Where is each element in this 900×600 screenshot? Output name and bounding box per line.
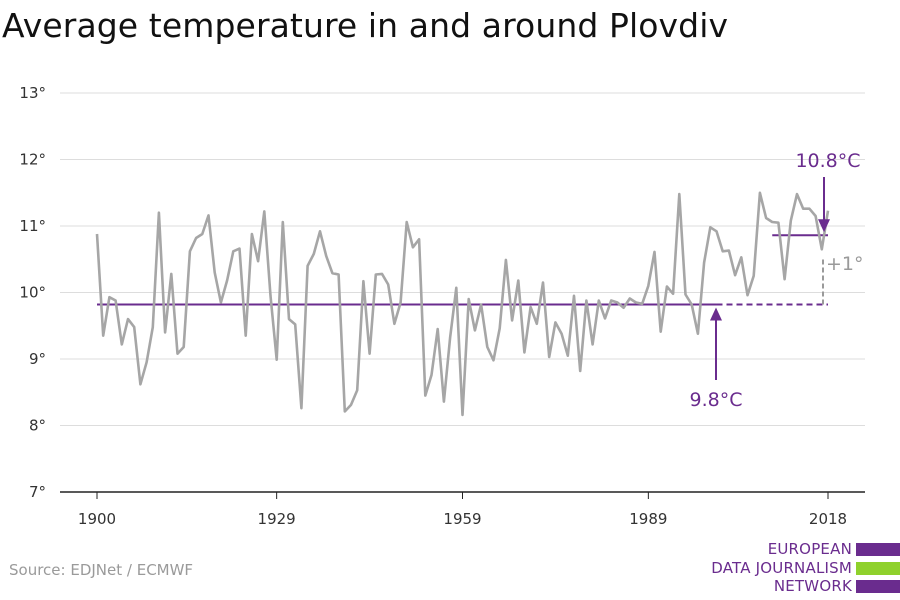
source-note: Source: EDJNet / ECMWF <box>9 561 194 579</box>
annotations: 9.8°C 10.8°C +1° <box>690 150 864 411</box>
x-tick-label: 1989 <box>629 510 667 528</box>
recent-arrow-head <box>818 219 830 233</box>
x-tick-label: 1959 <box>443 510 481 528</box>
difference-label: +1° <box>826 253 864 275</box>
x-tick-label: 2018 <box>809 510 847 528</box>
edjnet-logo: EUROPEAN DATA JOURNALISM NETWORK <box>700 540 900 596</box>
y-tick-label: 8° <box>29 417 46 435</box>
baseline-arrow-head <box>710 307 722 321</box>
logo-line-1: EUROPEAN <box>767 540 852 558</box>
y-tick-label: 13° <box>19 84 46 102</box>
logo-line-2: DATA JOURNALISM <box>711 559 852 577</box>
y-tick-label: 7° <box>29 483 46 501</box>
y-tick-label: 9° <box>29 350 46 368</box>
y-tick-label: 12° <box>19 151 46 169</box>
logo-bar-2 <box>856 562 900 575</box>
logo-bar-1 <box>856 543 900 556</box>
series-layer <box>95 191 830 417</box>
y-axis-ticks: 7° 8° 9° 10° 11° 12° 13° <box>19 84 46 501</box>
y-tick-label: 10° <box>19 284 46 302</box>
y-tick-label: 11° <box>19 217 46 235</box>
reference-lines <box>97 234 828 306</box>
grid-lines <box>60 92 865 493</box>
baseline-label: 9.8°C <box>690 389 743 411</box>
x-axis-ticks: 1900 1929 1959 1989 2018 <box>78 492 847 528</box>
logo-bar-3 <box>856 580 900 593</box>
recent-average-label: 10.8°C <box>795 150 860 172</box>
x-tick-label: 1929 <box>258 510 296 528</box>
x-tick-label: 1900 <box>78 510 116 528</box>
chart-title: Average temperature in and around Plovdi… <box>2 6 729 45</box>
logo-line-3: NETWORK <box>773 577 852 595</box>
